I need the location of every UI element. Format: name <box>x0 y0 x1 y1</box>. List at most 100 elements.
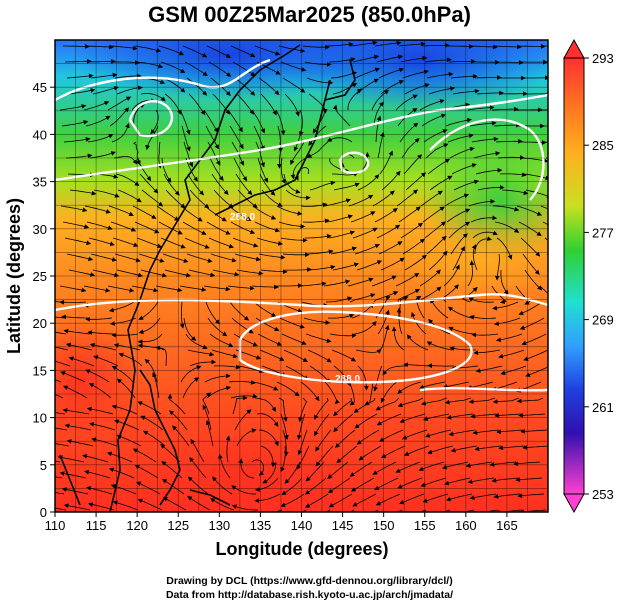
streamline <box>211 349 238 359</box>
streamline <box>280 157 286 185</box>
streamline <box>161 478 185 495</box>
streamline <box>422 413 450 422</box>
streamline <box>234 77 256 96</box>
streamline <box>87 330 115 335</box>
streamline <box>183 141 194 168</box>
streamline <box>397 381 422 394</box>
streamline <box>218 453 231 479</box>
streamline <box>136 481 161 495</box>
streamline <box>284 461 301 484</box>
streamline <box>451 163 477 175</box>
streamline <box>372 461 397 475</box>
streamline <box>88 383 112 399</box>
x-tick-label: 150 <box>373 518 395 533</box>
streamline <box>254 221 281 233</box>
streamline <box>430 298 449 319</box>
streamline <box>356 260 383 271</box>
streamline <box>522 253 540 275</box>
streamline <box>308 93 328 114</box>
streamline <box>419 99 445 111</box>
streamline <box>155 345 167 367</box>
streamline <box>424 221 447 239</box>
x-tick-label: 115 <box>86 518 107 533</box>
streamline <box>60 371 86 383</box>
streamline <box>188 269 216 278</box>
streamline <box>62 408 90 415</box>
streamline <box>55 301 63 303</box>
streamline <box>284 267 312 272</box>
streamline <box>357 174 380 191</box>
streamline <box>375 115 382 143</box>
streamline <box>276 283 303 288</box>
streamline <box>357 365 369 391</box>
streamline <box>326 214 353 223</box>
streamline <box>140 415 164 431</box>
streamline <box>542 221 548 226</box>
streamline <box>376 413 402 426</box>
streamline <box>82 453 109 463</box>
streamline <box>203 285 231 292</box>
streamline <box>398 206 421 223</box>
streamline <box>515 477 543 483</box>
colorbar-label: 269 <box>592 313 614 328</box>
streamline <box>254 477 279 492</box>
streamline <box>284 93 300 117</box>
y-tick-label: 45 <box>33 80 47 95</box>
colorbar-label: 293 <box>592 51 614 66</box>
streamline <box>523 349 548 362</box>
streamline <box>156 205 180 221</box>
streamline <box>354 413 378 429</box>
streamline <box>399 122 419 143</box>
streamline <box>314 397 329 420</box>
streamline <box>469 314 497 320</box>
streamline <box>494 253 500 281</box>
streamline <box>134 221 160 234</box>
streamline <box>232 395 248 415</box>
streamline <box>472 230 498 239</box>
streamline <box>399 493 425 505</box>
streamline <box>494 317 521 327</box>
streamline <box>209 333 234 348</box>
streamline <box>427 363 454 369</box>
streamline <box>517 493 545 499</box>
colorbar-top-arrow <box>563 38 585 59</box>
streamline <box>282 252 310 258</box>
y-tick-label: 30 <box>33 222 47 237</box>
streamline <box>253 301 277 317</box>
streamline <box>496 237 513 260</box>
streamline <box>64 237 92 246</box>
streamline <box>162 253 189 263</box>
y-tick-label: 5 <box>40 458 47 473</box>
streamline <box>327 477 351 494</box>
streamline <box>306 141 329 158</box>
x-axis-ticks: 110 115 120 125 130 135 140 145 150 155 160 165 <box>45 512 518 533</box>
streamline <box>406 334 429 351</box>
streamline <box>55 331 67 335</box>
streamline <box>107 285 135 293</box>
streamline <box>139 173 159 194</box>
streamline <box>172 425 190 447</box>
streamline <box>137 157 152 182</box>
streamline <box>187 476 209 495</box>
contour-label: 288.0 <box>230 212 255 223</box>
x-tick-label: 140 <box>291 518 313 533</box>
streamline <box>134 464 159 479</box>
streamline <box>397 397 424 408</box>
streamline <box>59 471 87 479</box>
streamline <box>353 397 376 413</box>
streamline <box>358 445 382 461</box>
streamline <box>299 281 327 287</box>
streamline <box>350 477 375 492</box>
streamline <box>347 88 362 110</box>
streamline <box>115 173 140 187</box>
streamline <box>448 59 476 64</box>
streamline <box>141 189 164 207</box>
streamline <box>69 189 97 196</box>
streamline <box>496 333 523 343</box>
streamline <box>304 477 327 495</box>
streamline <box>161 461 183 479</box>
streamline <box>85 115 111 127</box>
streamline <box>424 57 452 63</box>
streamline <box>63 44 90 49</box>
streamline <box>258 253 286 260</box>
